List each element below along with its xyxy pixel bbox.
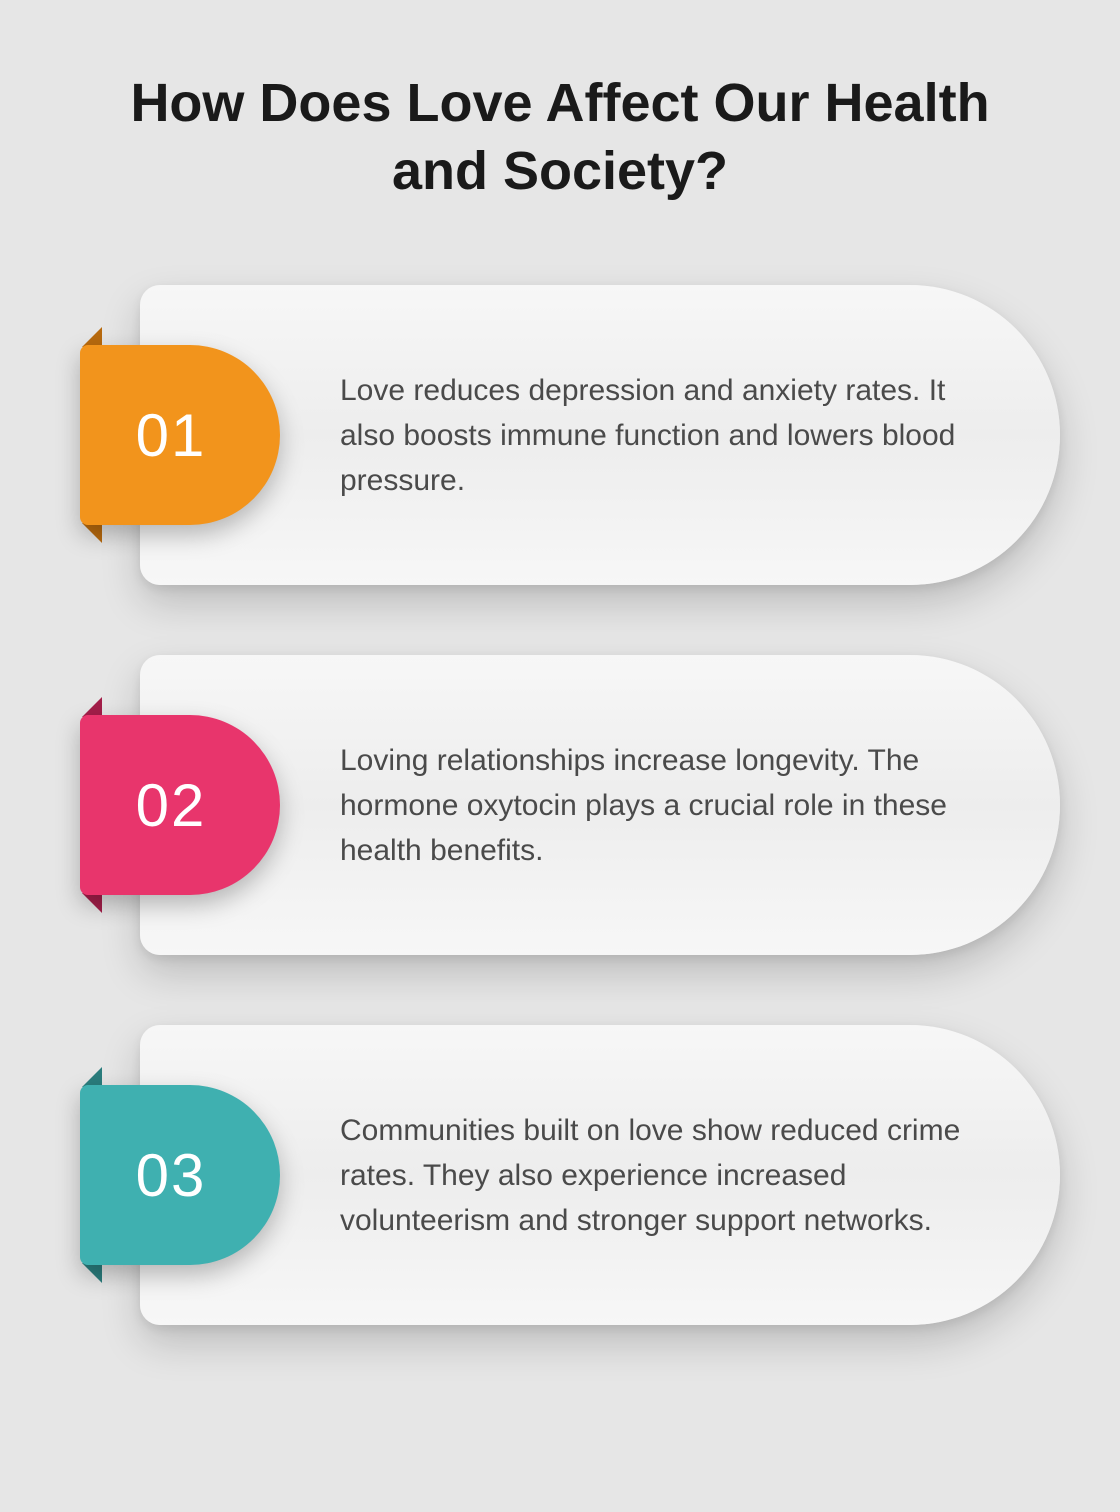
fold-top	[82, 327, 102, 347]
card-text: Love reduces depression and anxiety rate…	[340, 368, 980, 503]
number-badge: 01	[80, 345, 280, 525]
badge-number: 01	[136, 401, 207, 470]
badge-wrap: 03	[80, 1085, 280, 1265]
badge-wrap: 01	[80, 345, 280, 525]
fold-bottom	[82, 1263, 102, 1283]
card-text: Communities built on love show reduced c…	[340, 1108, 980, 1243]
fold-top	[82, 697, 102, 717]
number-badge: 02	[80, 715, 280, 895]
fold-top	[82, 1067, 102, 1087]
card-text: Loving relationships increase longevity.…	[340, 738, 980, 873]
info-card: Love reduces depression and anxiety rate…	[90, 285, 1060, 585]
card-list: Love reduces depression and anxiety rate…	[60, 285, 1060, 1325]
info-card: Communities built on love show reduced c…	[90, 1025, 1060, 1325]
fold-bottom	[82, 523, 102, 543]
badge-number: 02	[136, 771, 207, 840]
info-card: Loving relationships increase longevity.…	[90, 655, 1060, 955]
badge-wrap: 02	[80, 715, 280, 895]
page-title: How Does Love Affect Our Health and Soci…	[60, 70, 1060, 205]
badge-number: 03	[136, 1141, 207, 1210]
number-badge: 03	[80, 1085, 280, 1265]
fold-bottom	[82, 893, 102, 913]
